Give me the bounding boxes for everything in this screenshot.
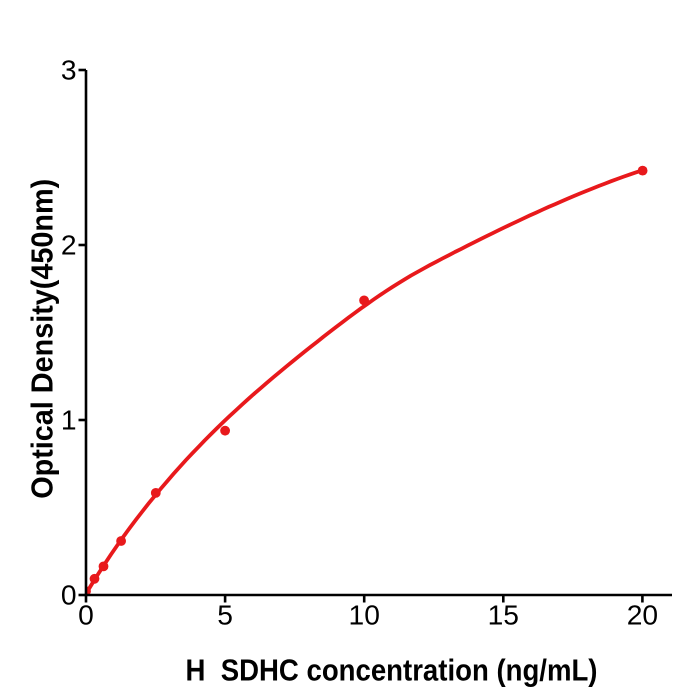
svg-text:2: 2 — [61, 229, 77, 261]
svg-text:0: 0 — [61, 579, 77, 611]
svg-text:Optical Density(450nm): Optical Density(450nm) — [25, 179, 60, 499]
svg-text:15: 15 — [488, 599, 519, 631]
svg-text:H SDHC concentration (ng/mL): H SDHC concentration (ng/mL) — [186, 653, 598, 688]
svg-text:1: 1 — [61, 404, 77, 436]
svg-text:20: 20 — [627, 599, 658, 631]
svg-text:3: 3 — [61, 54, 77, 86]
svg-text:0: 0 — [78, 599, 94, 631]
svg-text:10: 10 — [349, 599, 380, 631]
svg-text:5: 5 — [217, 599, 233, 631]
